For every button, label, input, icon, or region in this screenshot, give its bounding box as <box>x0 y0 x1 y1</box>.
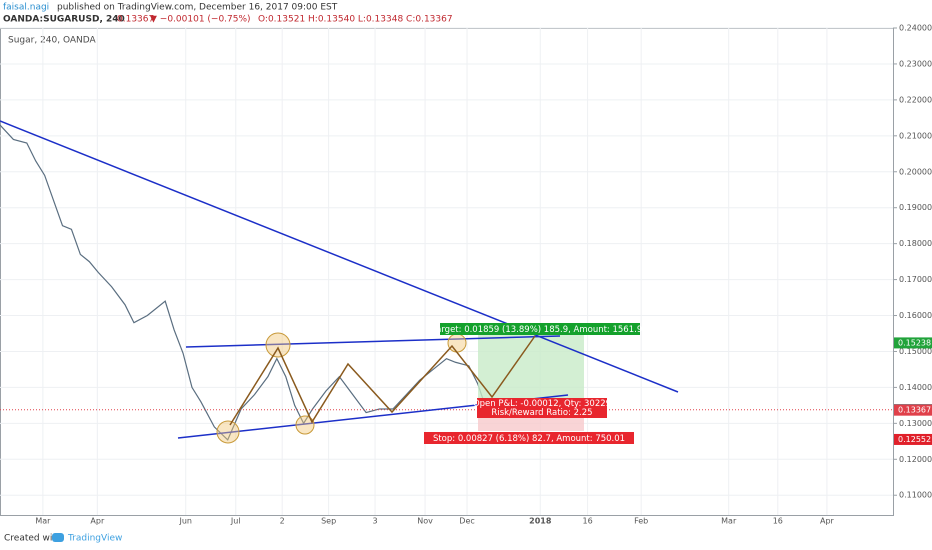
x-tick-label: Dec <box>459 517 474 526</box>
y-tick-label: 0.23000 <box>899 59 932 68</box>
trend-line <box>185 335 561 348</box>
x-tick-label: Feb <box>634 517 648 526</box>
x-tick-label: Apr <box>820 517 835 526</box>
last-price: 0.13367 <box>117 15 154 25</box>
x-tick-label: Sep <box>321 517 336 526</box>
chart-title: Sugar, 240, OANDA <box>8 36 97 46</box>
pnl-label: Open P&L: -0.00012, Qty: 30229 <box>473 399 611 409</box>
y-tick-label: 0.18000 <box>899 239 932 248</box>
target-box <box>440 323 640 335</box>
drawings: Target: 0.01859 (13.89%) 185.9, Amount: … <box>0 120 679 444</box>
price-tag <box>894 433 932 445</box>
price-line <box>0 124 488 441</box>
ohlc: O:0.13521 H:0.13540 L:0.13348 C:0.13367 <box>258 15 453 25</box>
published: published on TradingView.com, December 1… <box>57 3 338 13</box>
pivot-circle <box>447 333 467 353</box>
symbol: OANDA:SUGARUSD, 240 <box>3 15 125 25</box>
y-tick-label: 0.15000 <box>899 347 932 356</box>
pivot-circle <box>216 420 240 444</box>
y-tick-label: 0.13000 <box>899 419 932 428</box>
y-tick-label: 0.22000 <box>899 95 932 104</box>
y-tick-label: 0.14000 <box>899 383 932 392</box>
wave-path <box>229 335 536 426</box>
logo <box>52 533 64 542</box>
y-tick-label: 0.21000 <box>899 131 932 140</box>
x-tick-label: 2 <box>280 517 285 526</box>
x-tick-label: 16 <box>773 517 783 526</box>
trend-line <box>0 120 679 393</box>
price-tag-label: 0.12552 <box>898 435 931 444</box>
y-tick-label: 0.24000 <box>899 24 932 33</box>
author: faisal.nagi <box>3 3 49 13</box>
price-tag-label: 0.13367 <box>898 406 931 415</box>
y-tick-label: 0.19000 <box>899 203 932 212</box>
price-tag <box>894 337 932 349</box>
x-tick-label: Jun <box>178 517 192 526</box>
y-tick-label: 0.20000 <box>899 167 932 176</box>
target-label: Target: 0.01859 (13.89%) 185.9, Amount: … <box>431 325 647 335</box>
footer-brand: TradingView <box>67 534 122 544</box>
footer-created: Created with <box>4 534 62 544</box>
x-tick-label: 2018 <box>529 517 552 526</box>
ratio-label: Risk/Reward Ratio: 2.25 <box>491 408 592 418</box>
y-tick-label: 0.17000 <box>899 275 932 284</box>
x-tick-label: Apr <box>90 517 105 526</box>
x-tick-label: Jul <box>230 517 241 526</box>
pnl-box <box>477 398 607 418</box>
stop-box <box>424 432 634 444</box>
price-tag-label: 0.15238 <box>898 338 931 347</box>
change: ▼ −0.00101 (−0.75%) <box>150 15 251 25</box>
y-tick-label: 0.16000 <box>899 311 932 320</box>
x-tick-label: 16 <box>583 517 593 526</box>
x-tick-label: Nov <box>417 517 433 526</box>
stop-label: Stop: 0.00827 (6.18%) 82.7, Amount: 750.… <box>433 434 625 444</box>
pivot-circle <box>295 415 315 435</box>
y-tick-label: 0.12000 <box>899 455 932 464</box>
y-tick-label: 0.11000 <box>899 491 932 500</box>
x-tick-label: Mar <box>35 517 51 526</box>
x-tick-label: Mar <box>721 517 737 526</box>
price-tag <box>894 404 932 416</box>
x-tick-label: 3 <box>373 517 378 526</box>
pivot-circle <box>265 332 291 358</box>
